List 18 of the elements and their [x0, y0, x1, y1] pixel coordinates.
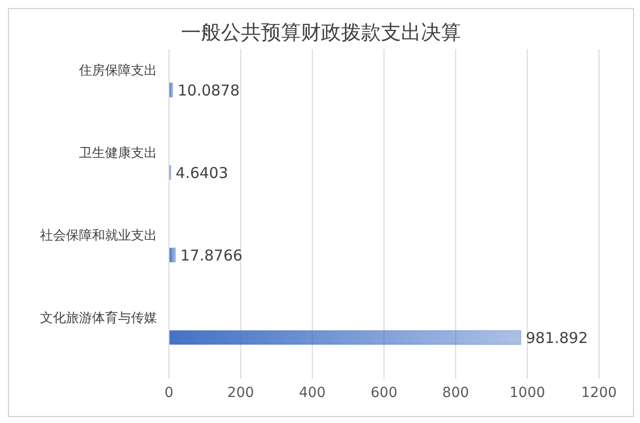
data-label: 17.8766 — [180, 246, 242, 264]
data-label: 981.892 — [526, 328, 588, 347]
chart-title: 一般公共预算财政拨款支出决算 — [180, 19, 462, 46]
data-label: 4.6403 — [176, 164, 228, 182]
x-tick-label: 1000 — [510, 384, 546, 401]
bar — [169, 330, 522, 345]
x-tick-label: 0 — [164, 384, 174, 401]
x-tick-label: 600 — [370, 384, 398, 401]
data-label: 10.0878 — [178, 81, 240, 100]
y-tick-label: 文化旅游体育与传媒 — [40, 310, 157, 326]
x-tick-label: 200 — [227, 384, 254, 401]
x-tick-label: 800 — [442, 384, 470, 401]
y-tick-label: 卫生健康支出 — [79, 146, 157, 161]
x-tick-label: 1200 — [581, 384, 617, 401]
y-tick-label: 社会保障和就业支出 — [40, 228, 157, 244]
y-tick-label: 住房保障支出 — [78, 62, 157, 78]
x-tick-label: 400 — [298, 384, 326, 401]
bar — [169, 248, 176, 262]
